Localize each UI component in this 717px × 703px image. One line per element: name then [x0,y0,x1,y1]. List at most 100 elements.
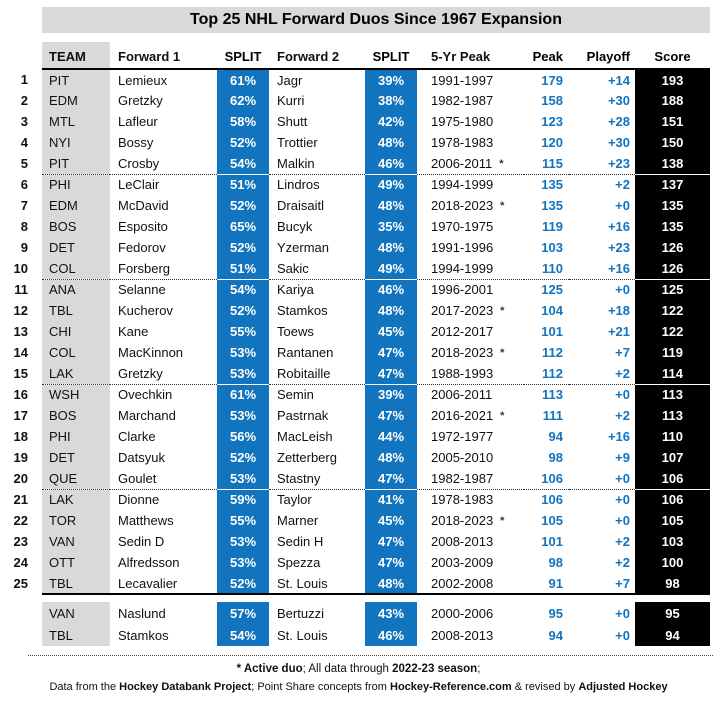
cell-forward2: MacLeish [277,429,333,444]
cell-team: LAK [42,488,110,510]
cell-forward2: Kariya [269,278,365,300]
cell-split1: 53% [217,405,269,426]
cell-score: 119 [635,342,710,363]
cell-forward2: Spezza [277,555,321,570]
cell-team: TOR [42,510,110,531]
cell-score: 151 [635,111,710,132]
cell-score: 135 [635,195,710,216]
cell-peak-years: 2006-2011 [417,383,524,405]
row-rank: 7 [20,198,28,213]
cell-split1: 53% [217,468,269,489]
header-score: Score [635,42,710,70]
cell-split2: 48% [365,300,417,321]
cell-peak: 135 [541,198,563,213]
cell-team: DET [42,447,110,468]
cell-forward2: Taylor [269,488,365,510]
row-rank: 18 [13,429,28,444]
cell-score: 135 [635,216,710,237]
cell-score: 94 [635,624,710,646]
cell-team: COL [42,258,110,279]
cell-peak: 91 [524,573,569,595]
footnote-active-duo: * Active duo; All data through 2022-23 s… [0,663,717,675]
cell-peak: 94 [548,627,563,643]
cell-split1: 58% [217,111,269,132]
cell-forward2: Stamkos [277,303,328,318]
cell-score: 113 [635,405,710,426]
footnote-data-source: Data from the Hockey Databank Project; P… [0,681,717,693]
cell-playoff: +0 [615,470,630,486]
cell-score: 95 [635,602,710,624]
cell-playoff: +0 [615,605,630,621]
cell-forward1: Sedin D [118,534,165,549]
cell-split2: 48% [365,132,417,153]
cell-forward1: Alfredsson [118,555,180,570]
row-rank: 3 [20,114,28,129]
cell-team: VAN [42,531,110,552]
cell-peak: 110 [542,260,563,276]
cell-playoff: +0 [615,513,630,528]
cell-split1: 54% [217,278,269,300]
header-team: TEAM [42,42,110,70]
cell-split1: 53% [217,531,269,552]
cell-team: QUE [42,468,110,489]
row-rank: 6 [20,177,28,192]
row-rank: 10 [13,261,28,276]
cell-split2: 49% [365,173,417,195]
cell-peak-years: 2005-2010 [431,450,494,465]
cell-split1: 52% [217,447,269,468]
footnote-segment: & revised by [511,681,579,693]
cell-forward2: Draisaitl [277,198,324,213]
spacer [2,594,710,602]
cell-forward1: Kucherov [118,303,173,318]
table-row: 12 TBL Kucherov 52% Stamkos 48% 2017-2023 * 104 +… [2,300,710,321]
cell-forward2: Kurri [277,93,305,108]
header-forward1: Forward 1 [110,42,217,70]
cell-split2: 45% [365,510,417,531]
table-row: 22 TOR Matthews 55% Marner 45% 2018-2023 * 105 +0… [2,510,710,531]
cell-split1: 53% [217,363,269,384]
cell-split2: 49% [365,258,417,279]
cell-split2: 48% [365,573,417,595]
cell-forward2: Malkin [277,155,315,171]
cell-score: 113 [635,383,710,405]
cell-playoff: +23 [607,240,630,255]
cell-peak-years: 1994-1999 [417,173,524,195]
cell-forward2: Marner [277,513,319,528]
cell-score: 122 [635,300,710,321]
cell-forward2: Rantanen [277,345,334,360]
cell-playoff: +28 [607,114,630,129]
cell-split2: 48% [365,195,417,216]
cell-peak-years: 2000-2006 [431,605,494,621]
cell-split2: 47% [365,531,417,552]
table-row: 24 OTT Alfredsson 53% Spezza 47% 2003-2009 98 +2… [2,552,710,573]
cell-peak-years: 1991-1996 [431,240,494,255]
cell-forward1: Lecavalier [110,573,217,595]
cell-peak-years: 2018-2023 * [431,198,505,213]
cell-peak: 158 [541,93,563,108]
cell-split2: 43% [365,602,417,624]
cell-team: EDM [42,90,110,111]
cell-playoff: +14 [607,72,630,88]
cell-forward1: Gretzky [118,93,163,108]
cell-playoff: +0 [615,198,630,213]
cell-forward2: Jagr [277,72,303,88]
cell-split2: 44% [365,426,417,447]
cell-peak-years: 2003-2009 [431,555,494,570]
cell-forward1: McDavid [118,198,169,213]
active-duo-asterisk: * [500,305,505,317]
cell-peak-years: 2017-2023 * [431,303,505,318]
cell-forward2: Zetterberg [277,450,337,465]
cell-peak: 106 [541,470,563,486]
cell-playoff: +23 [607,155,630,171]
cell-score: 110 [635,426,710,447]
cell-score: 126 [635,258,710,279]
cell-forward1: Clarke [118,429,156,444]
cell-score: 137 [635,173,710,195]
cell-forward2: Sakic [277,260,309,276]
cell-playoff: +30 [607,93,630,108]
cell-forward2: Robitaille [277,365,331,381]
row-rank: 23 [13,534,28,549]
table-row: 23 VAN Sedin D 53% Sedin H 47% 2008-2013 101 +2 1… [2,531,710,552]
table-row: 14 COL MacKinnon 53% Rantanen 47% 2018-2023 * 11… [2,342,710,363]
cell-split1: 57% [217,602,269,624]
